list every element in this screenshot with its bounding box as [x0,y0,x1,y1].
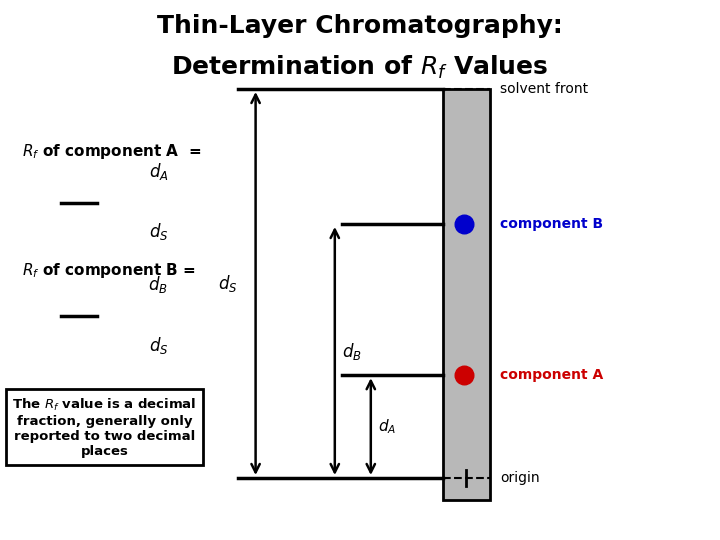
Text: $d_A$: $d_A$ [378,417,396,436]
Text: Thin-Layer Chromatography:: Thin-Layer Chromatography: [157,14,563,37]
Text: $d_B$: $d_B$ [148,274,168,295]
Text: $d_S$: $d_S$ [218,273,238,294]
Text: solvent front: solvent front [500,82,588,96]
Text: $d_S$: $d_S$ [148,335,168,356]
Point [458,371,469,380]
Text: $R_f$ of component A  =: $R_f$ of component A = [22,141,201,161]
Text: $d_B$: $d_B$ [342,341,362,361]
Point [458,220,469,228]
Text: $d_A$: $d_A$ [148,161,168,182]
Text: origin: origin [500,471,540,485]
Text: component B: component B [500,217,603,231]
Text: component A: component A [500,368,603,382]
Text: $R_f$ of component B =: $R_f$ of component B = [22,260,196,280]
Text: $d_S$: $d_S$ [148,221,168,242]
Text: Determination of $\mathit{R_f}$ Values: Determination of $\mathit{R_f}$ Values [171,54,549,81]
Text: The $R_f$ value is a decimal
fraction, generally only
reported to two decimal
pl: The $R_f$ value is a decimal fraction, g… [12,397,197,458]
Bar [443,89,490,500]
